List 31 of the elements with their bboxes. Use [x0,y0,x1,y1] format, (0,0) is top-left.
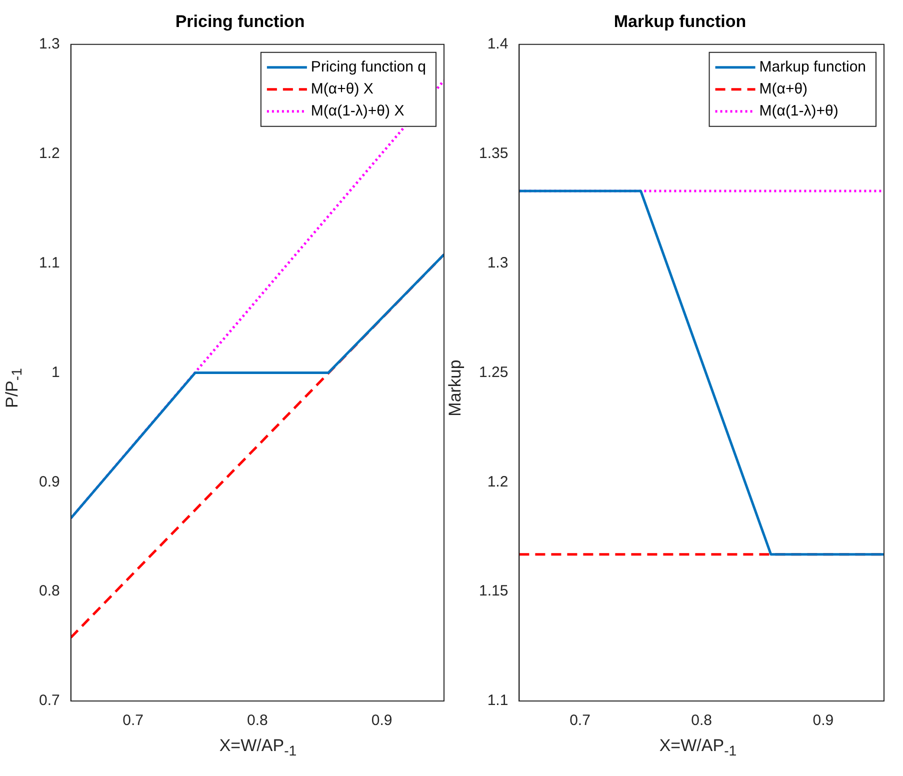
x-axis-title: X=W/AP$_{-1}$ [659,736,737,760]
y-tick-label: 1.2 [487,473,508,490]
legend-label: M(α(1-λ)+θ) [759,102,838,120]
y-tick-label: 1.35 [478,144,508,162]
y-tick-label: 0.8 [38,582,60,600]
y-tick-label: 1.1 [487,692,508,710]
legend-label: Markup function [759,58,866,76]
legend-label: M(α+θ) [759,80,808,98]
x-tick-label: 0.8 [691,712,712,730]
legend-label: Pricing function q [310,58,426,76]
y-tick-label: 1.2 [38,144,60,162]
y-tick-label: 1.3 [38,36,60,53]
x-tick-label: 0.7 [122,712,144,730]
y-tick-label: 1.1 [38,254,60,272]
x-tick-label: 0.8 [246,712,268,730]
y-axis-title: Markup [446,360,466,416]
y-tick-label: 1.3 [487,254,508,272]
x-tick-label: 0.9 [371,712,392,730]
y-tick-label: 1 [52,364,60,381]
legend-label: M(α+θ) X [310,80,374,98]
y-tick-label: 1.4 [487,36,508,53]
x-axis-title: X=W/AP$_{-1}$ [219,736,297,760]
legend-label: M(α(1-λ)+θ) X [310,102,404,120]
y-tick-label: 1.25 [478,364,508,381]
chart-title: Markup function [614,12,746,31]
x-tick-label: 0.7 [570,712,590,730]
chart-title: Pricing function [175,12,305,31]
y-tick-label: 0.7 [38,692,60,710]
y-tick-label: 1.15 [478,582,508,600]
x-tick-label: 0.9 [812,712,834,730]
y-tick-label: 0.9 [38,473,60,490]
